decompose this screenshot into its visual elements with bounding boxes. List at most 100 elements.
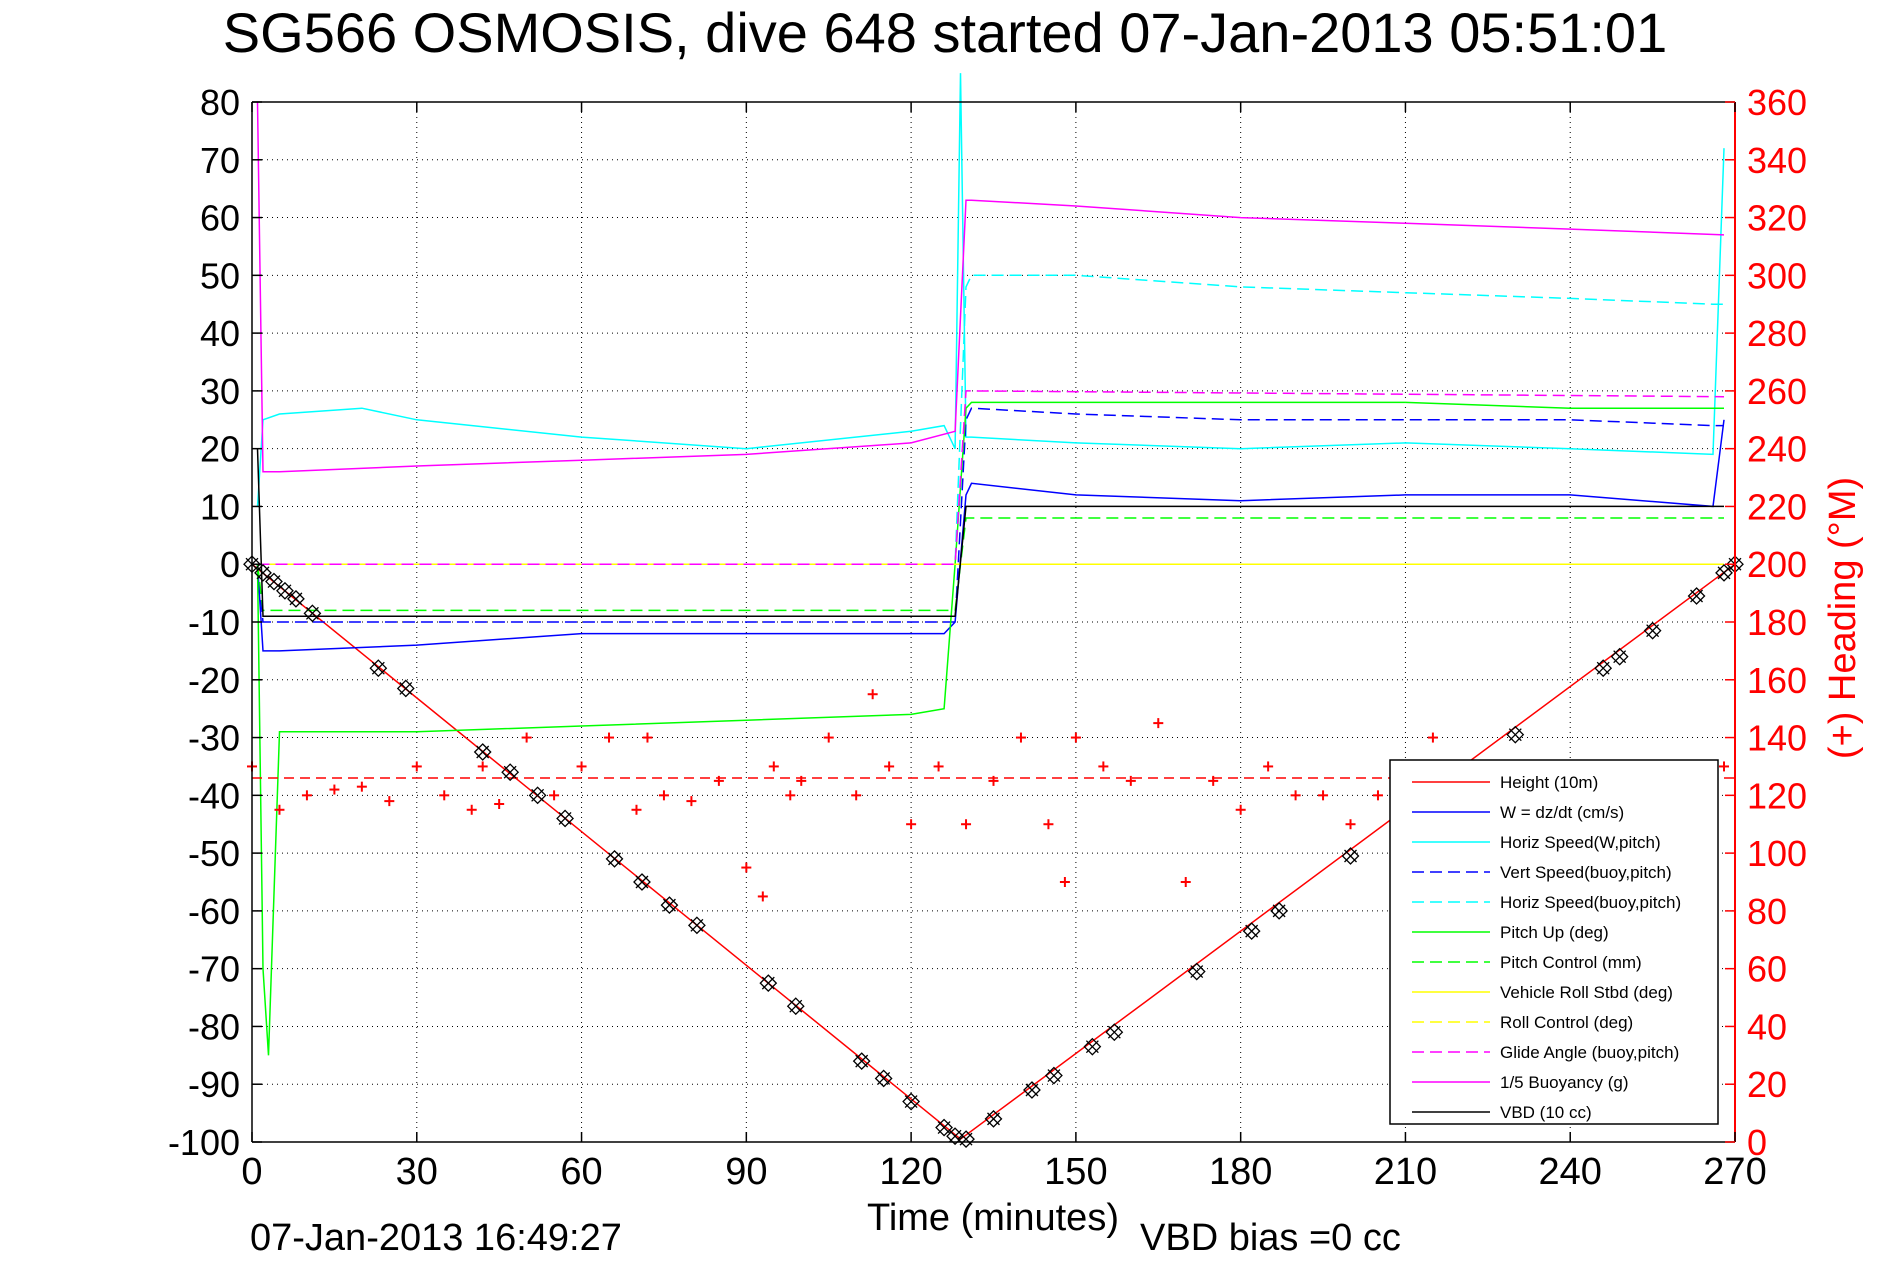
heading-point: [1427, 732, 1438, 743]
depth-marker-diamond: [303, 604, 322, 623]
legend-label-6: Pitch Control (mm): [1500, 953, 1642, 972]
y-tick-label-right: 240: [1747, 429, 1807, 470]
depth-marker-x2: [503, 765, 517, 779]
depth-marker-x2: [1596, 661, 1610, 675]
depth-marker-x2: [1717, 566, 1731, 580]
x-tick-label: 150: [1044, 1151, 1107, 1193]
heading-point: [439, 790, 450, 801]
depth-marker-diamond: [605, 849, 624, 868]
y-tick-label: -80: [188, 1006, 240, 1047]
heading-point: [1153, 718, 1164, 729]
heading-point: [741, 862, 752, 873]
y-tick-label-right: 320: [1747, 198, 1807, 239]
legend: Height (10m) W = dz/dt (cm/s) Horiz Speed(…: [1389, 759, 1719, 1125]
depth-marker: [1610, 647, 1629, 666]
depth-marker-diamond: [786, 997, 805, 1016]
depth-marker-x2: [267, 575, 281, 589]
depth-marker-diamond: [935, 1118, 953, 1137]
heading-point: [1345, 819, 1356, 830]
depth-marker-diamond: [1341, 847, 1360, 865]
heading-point: [576, 761, 587, 772]
heading-point: [933, 761, 944, 772]
heading-point: [411, 761, 422, 772]
depth-marker-x2: [959, 1132, 973, 1146]
depth-marker-diamond: [1506, 725, 1525, 744]
heading-point: [796, 775, 807, 786]
heading-point: [988, 775, 999, 786]
y-tick-label: -30: [188, 718, 240, 759]
depth-marker-x2: [1047, 1069, 1061, 1083]
depth-marker: [786, 997, 805, 1016]
depth-marker-x2: [1272, 904, 1286, 918]
depth-marker: [1643, 621, 1662, 640]
depth-marker-x2: [1190, 965, 1204, 979]
depth-marker-diamond: [633, 873, 651, 891]
depth-marker: [1105, 1023, 1124, 1042]
x-tick-label: 270: [1703, 1151, 1766, 1193]
x-tick-label: 60: [560, 1151, 602, 1193]
x-tick-label: 90: [725, 1151, 767, 1193]
y-tick-label: 20: [200, 429, 240, 470]
depth-marker: [276, 581, 294, 600]
depth-marker: [556, 809, 574, 828]
heading-point: [642, 732, 653, 743]
depth-marker-x2: [937, 1121, 951, 1135]
y-tick-label: -40: [188, 775, 240, 816]
y-tick-label: 70: [200, 140, 240, 181]
heading-point: [1290, 790, 1301, 801]
depth-marker: [874, 1069, 893, 1088]
depth-marker-x2: [662, 898, 676, 912]
depth-marker: [1242, 922, 1261, 941]
legend-label-9: Glide Angle (buoy,pitch): [1500, 1043, 1679, 1062]
depth-marker: [687, 916, 706, 935]
x-tick-label: 120: [879, 1151, 942, 1193]
legend-label-7: Vehicle Roll Stbd (deg): [1500, 983, 1673, 1002]
series-line-11: [256, 448, 1724, 617]
heading-point: [1208, 775, 1219, 786]
y-tick-label: -60: [188, 891, 240, 932]
heading-point: [757, 891, 768, 902]
y-tick-label-right: 180: [1747, 602, 1807, 643]
depth-marker-x2: [987, 1112, 1000, 1126]
heading-point: [477, 761, 488, 772]
depth-marker-x2: [305, 606, 319, 620]
heading-point: [1059, 877, 1070, 887]
heading-point: [851, 790, 862, 801]
depth-marker: [501, 763, 520, 782]
depth-marker: [759, 974, 778, 993]
x-tick-label: 180: [1209, 1151, 1272, 1193]
series-line-10: [256, 101, 1725, 473]
legend-label-10: 1/5 Buoyancy (g): [1500, 1073, 1629, 1092]
legend-label-1: W = dz/dt (cm/s): [1500, 803, 1624, 822]
y-tick-label-right: 100: [1747, 833, 1807, 874]
depth-marker: [1594, 659, 1613, 678]
depth-marker-x2: [789, 999, 803, 1013]
heading-point: [1180, 877, 1191, 887]
depth-marker-diamond: [276, 581, 294, 600]
y-tick-label: -90: [188, 1064, 240, 1105]
depth-marker-diamond: [254, 563, 272, 582]
heading-point: [1043, 819, 1054, 830]
y-tick-label-right: 40: [1747, 1006, 1787, 1047]
y-axis-label-right: (+) Heading (°M): [1822, 477, 1864, 759]
series-line-3: [256, 407, 1724, 623]
y-tick-label-right: 280: [1747, 313, 1807, 354]
depth-marker-x2: [855, 1054, 869, 1068]
series-line-5: [256, 401, 1724, 1056]
depth-marker: [984, 1109, 1003, 1128]
depth-marker-x2: [635, 875, 649, 889]
depth-marker-diamond: [687, 916, 706, 935]
depth-marker-diamond: [957, 1130, 975, 1149]
y-tick-label-right: 340: [1747, 140, 1807, 181]
depth-marker-diamond: [1242, 922, 1261, 941]
heading-point: [1070, 732, 1081, 743]
y-tick-label: -10: [188, 602, 240, 643]
y-tick-label: 0: [220, 544, 240, 585]
depth-marker: [369, 659, 388, 678]
depth-marker-x2: [690, 918, 704, 932]
x-tick-label: 30: [396, 1151, 438, 1193]
heading-point: [785, 790, 796, 801]
x-tick-label: 0: [241, 1151, 262, 1193]
heading-point: [301, 790, 312, 801]
